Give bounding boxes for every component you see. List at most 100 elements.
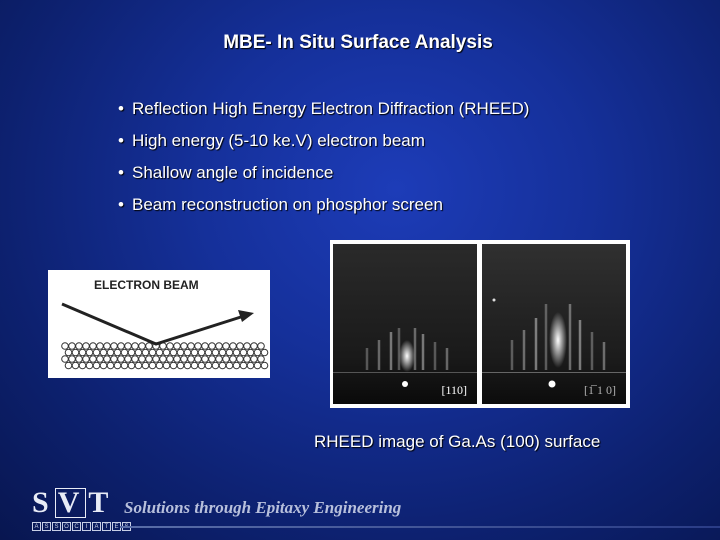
logo-sub-letter: T: [102, 522, 111, 531]
lattice-atom: [236, 342, 244, 350]
diffraction-streak: [522, 330, 526, 370]
lattice-atom: [197, 348, 206, 357]
lattice-atom: [197, 361, 206, 370]
lattice-atom: [99, 361, 108, 370]
lattice-atom: [173, 355, 181, 363]
slide-title-text: MBE- In Situ Surface Analysis: [223, 32, 493, 53]
logo-sub-letter: A: [92, 522, 101, 531]
lattice-atom: [211, 348, 220, 357]
bullet-marker: •: [118, 99, 124, 118]
lattice-atom: [169, 348, 178, 357]
logo-sub-letter: A: [32, 522, 41, 531]
lattice-atom: [78, 348, 87, 357]
lattice-atom: [180, 355, 188, 363]
lattice-atom: [106, 361, 115, 370]
lattice-atom: [243, 355, 251, 363]
lattice-atom: [96, 355, 104, 363]
lattice-atom: [173, 342, 181, 350]
diffraction-streak: [433, 342, 437, 370]
diffraction-streak: [397, 328, 401, 370]
lattice-atom: [78, 361, 87, 370]
lattice-atom: [239, 348, 248, 357]
lattice-atom: [253, 361, 262, 370]
lattice-atom: [204, 361, 213, 370]
logo-sub-letter: I: [82, 522, 91, 531]
crystal-surface: [61, 342, 269, 370]
lattice-atom: [85, 348, 94, 357]
lattice-atom: [61, 355, 69, 363]
lattice-atom: [187, 342, 195, 350]
lattice-atom: [166, 355, 174, 363]
lattice-atom: [155, 348, 164, 357]
lattice-atom: [82, 355, 90, 363]
bullet-item: • Shallow angle of incidence: [118, 162, 529, 194]
lattice-atom: [148, 361, 157, 370]
logo-letter: T: [88, 486, 113, 519]
rheed-images: [110]: [330, 240, 630, 408]
lattice-atom: [141, 361, 150, 370]
lattice-atom: [127, 348, 136, 357]
lattice-atom: [92, 348, 101, 357]
lattice-atom: [201, 355, 209, 363]
lattice-atom: [71, 348, 80, 357]
lattice-atom: [194, 342, 202, 350]
logo-letter: V: [54, 488, 87, 518]
lattice-atom: [99, 348, 108, 357]
lattice-atom: [113, 348, 122, 357]
lattice-atom: [148, 348, 157, 357]
bullet-list: • Reflection High Energy Electron Diffrac…: [118, 98, 529, 226]
lattice-atom: [211, 361, 220, 370]
lattice-atom: [246, 348, 255, 357]
lattice-atom: [190, 348, 199, 357]
logo-sub-letter: S: [42, 522, 51, 531]
lattice-atom: [89, 342, 97, 350]
electron-beam-label: ELECTRON BEAM: [94, 278, 199, 292]
lattice-atom: [215, 355, 223, 363]
lattice-atom: [127, 361, 136, 370]
slide-title: MBE- In Situ Surface Analysis: [0, 32, 720, 54]
bullet-text: Reflection High Energy Electron Diffract…: [132, 99, 530, 118]
lattice-atom: [243, 342, 251, 350]
lattice-atom: [138, 342, 146, 350]
footer: SVT A S S O C I A T E S Solutions throug…: [0, 478, 720, 540]
lattice-atom: [257, 342, 265, 350]
lattice-atom: [201, 342, 209, 350]
lattice-atom: [232, 348, 241, 357]
lattice-atom: [120, 361, 129, 370]
diffraction-streak: [510, 340, 514, 370]
lattice-atom: [229, 355, 237, 363]
beam-arrow: [61, 302, 245, 346]
lattice-atom: [166, 342, 174, 350]
lattice-atom: [71, 361, 80, 370]
lattice-atom: [222, 355, 230, 363]
diffraction-streak: [590, 332, 594, 370]
lattice-atom: [75, 342, 83, 350]
lattice-atom: [110, 355, 118, 363]
lattice-atom: [106, 348, 115, 357]
lattice-atom: [257, 355, 265, 363]
lattice-atom: [204, 348, 213, 357]
bullet-marker: •: [118, 163, 124, 182]
lattice-atom: [253, 348, 262, 357]
lattice-atom: [120, 348, 129, 357]
lattice-atom: [113, 361, 122, 370]
lattice-atom: [68, 342, 76, 350]
lattice-atom: [246, 361, 255, 370]
diffraction-streak: [421, 334, 425, 370]
lattice-atom: [250, 342, 258, 350]
lattice-atom: [260, 361, 269, 370]
lattice-atom: [232, 361, 241, 370]
bullet-item: • Reflection High Energy Electron Diffrac…: [118, 98, 529, 130]
lattice-atom: [159, 355, 167, 363]
lattice-atom: [85, 361, 94, 370]
lattice-atom: [222, 342, 230, 350]
lattice-atom: [215, 342, 223, 350]
lattice-atom: [152, 355, 160, 363]
diffraction-streak: [602, 342, 606, 370]
lattice-atom: [208, 355, 216, 363]
lattice-atom: [103, 355, 111, 363]
diffraction-streak: [568, 304, 572, 370]
lattice-atom: [260, 348, 269, 357]
lattice-atom: [131, 355, 139, 363]
